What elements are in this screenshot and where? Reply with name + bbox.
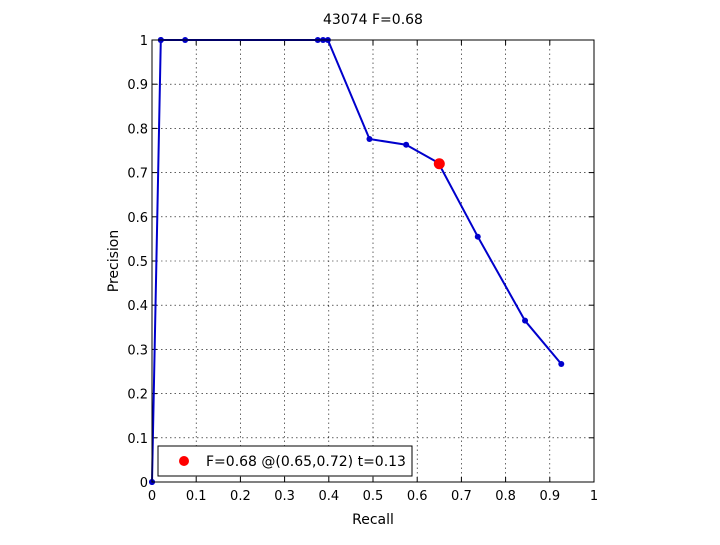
y-axis-label: Precision (106, 230, 122, 292)
y-tick-label: 0.6 (127, 211, 148, 226)
y-tick-label: 0.8 (127, 122, 148, 137)
x-tick-label: 0.5 (363, 489, 384, 504)
x-tick-label: 0.8 (495, 489, 516, 504)
x-tick-label: 1 (590, 489, 598, 504)
x-tick-label: 0.7 (451, 489, 472, 504)
x-tick-label: 0.4 (318, 489, 339, 504)
x-tick-label: 0.1 (186, 489, 207, 504)
legend-entry-label: F=0.68 @(0.65,0.72) t=0.13 (206, 454, 406, 470)
y-tick-label: 1 (140, 34, 148, 49)
best-f-point (433, 158, 445, 170)
legend-marker-icon (179, 456, 189, 466)
y-tick-label: 0.9 (127, 78, 148, 93)
highlight (433, 158, 445, 170)
y-tick-label: 0 (140, 476, 148, 491)
y-tick-label: 0.2 (127, 388, 148, 403)
y-tick-label: 0.1 (127, 432, 148, 447)
series-point (558, 360, 565, 367)
tick-labels: 0 0.1 0.2 0.3 0.4 0.5 0.6 0.7 0.8 0.9 1 0 0.1 0.2 0.3 0… (127, 34, 598, 504)
y-tick-label: 0.4 (127, 299, 148, 314)
series-point (366, 136, 373, 143)
x-tick-label: 0 (148, 489, 156, 504)
x-axis-label: Recall (352, 512, 394, 528)
y-tick-label: 0.7 (127, 167, 148, 182)
x-tick-label: 0.2 (230, 489, 251, 504)
y-tick-label: 0.5 (127, 255, 148, 270)
x-tick-label: 0.6 (407, 489, 428, 504)
grid (152, 40, 594, 482)
x-tick-label: 0.3 (274, 489, 295, 504)
x-tick-label: 0.9 (539, 489, 560, 504)
series-point (522, 317, 529, 324)
y-tick-label: 0.3 (127, 343, 148, 358)
legend: F=0.68 @(0.65,0.72) t=0.13 (157, 445, 413, 477)
chart-title: 43074 F=0.68 (323, 12, 423, 28)
legend-box (157, 445, 413, 477)
plot-frame (151, 39, 595, 483)
series-point (403, 141, 410, 148)
series-point (474, 233, 481, 240)
